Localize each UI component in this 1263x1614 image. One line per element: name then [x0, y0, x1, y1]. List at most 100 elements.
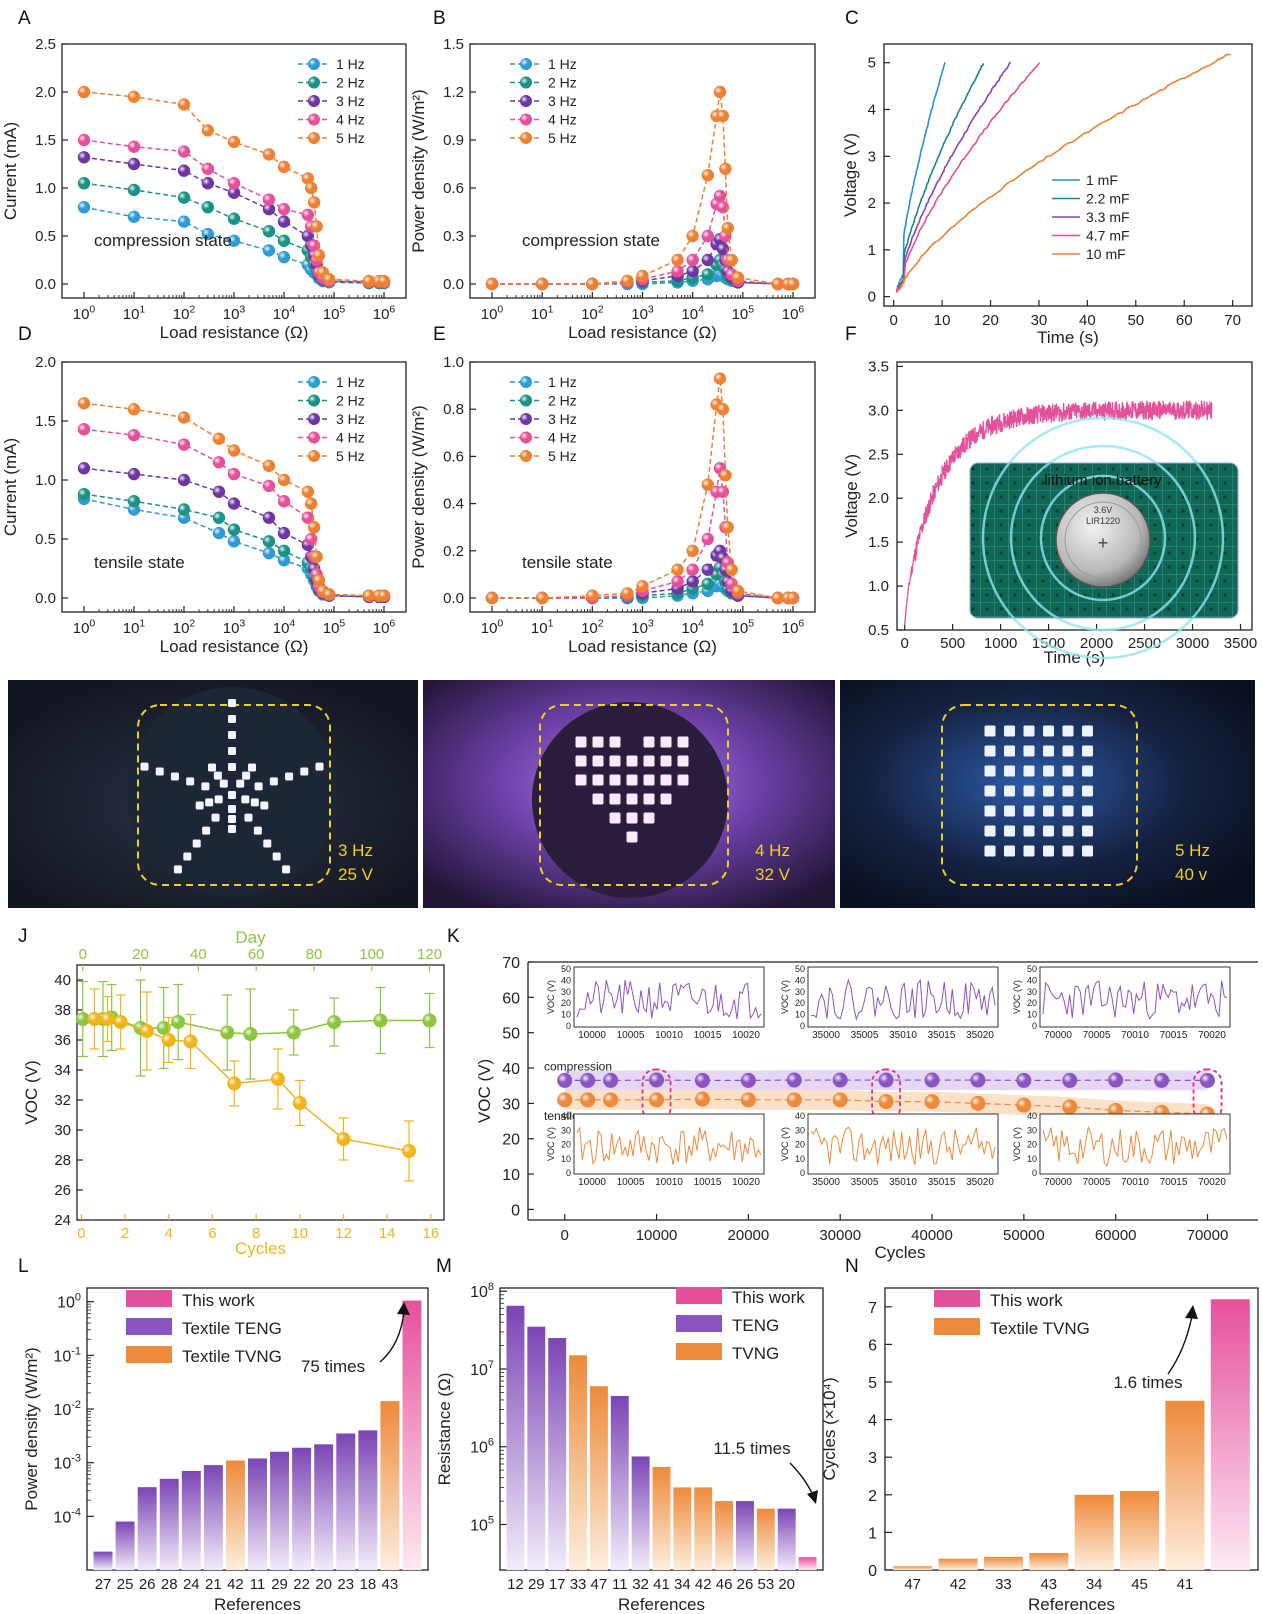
data-point-shine [139, 1024, 154, 1038]
data-point-shine [100, 1012, 115, 1026]
led-light [1043, 785, 1054, 797]
inset-y-tick-label: 30 [795, 987, 805, 997]
data-point-shine [301, 172, 315, 185]
inset-y-tick-label: 0 [1032, 1168, 1037, 1178]
data-point-shine [557, 1092, 573, 1108]
x-tick-label: 0 [77, 1225, 85, 1242]
plus-sign-icon: + [1098, 533, 1109, 553]
x-tick-label: 50000 [1003, 1227, 1045, 1244]
data-point-shine [1199, 1072, 1215, 1088]
led-light [228, 715, 236, 723]
led-light [626, 812, 638, 824]
inset-y-tick-label: 0 [566, 1168, 571, 1178]
inset-x-tick-label: 35020 [966, 1177, 994, 1188]
x-tick-label: 12 [335, 1225, 352, 1242]
inset-x-tick-label: 70000 [1044, 1177, 1072, 1188]
data-point-shine [686, 229, 699, 243]
data-point-shine [485, 591, 499, 605]
chart-panel-M: 108 107 106 105 12 29 17 33 47 11 32 41 34 42 46 26 53 20… [435, 1281, 824, 1614]
data-point-shine [127, 467, 141, 481]
y-tick-label: 32 [54, 1092, 71, 1109]
legend-swatch [934, 1318, 980, 1335]
inset-x-tick-label: 70020 [1198, 1030, 1226, 1041]
legend-label: 10 mF [1086, 246, 1126, 262]
panel-letter: K [447, 926, 460, 947]
data-point-shine [649, 1072, 665, 1088]
led-light [1062, 785, 1074, 797]
data-point-shine [636, 580, 649, 593]
panel-letter: D [18, 324, 32, 345]
x-tick-label: 103 [223, 303, 246, 323]
inset-y-tick-label: 50 [795, 964, 805, 974]
data-point-shine [402, 1144, 417, 1158]
inset-y-tick-label: 10 [561, 1010, 571, 1020]
led-light [1043, 825, 1054, 837]
bar [756, 1508, 775, 1570]
x-tick-label: 106 [373, 303, 396, 323]
data-point-shine [308, 113, 320, 126]
led-light [984, 825, 996, 837]
data-point-shine [878, 1072, 894, 1088]
bar [589, 1386, 608, 1570]
data-point-shine [1062, 1072, 1078, 1088]
series-line [896, 53, 1231, 293]
bar [93, 1551, 113, 1570]
led-light [260, 801, 269, 810]
inset-y-tick-label: 0 [800, 1021, 805, 1031]
data-point-shine [520, 113, 532, 126]
voltage-label: 25 V [338, 865, 374, 884]
data-point-shine [227, 497, 241, 510]
inset-y-tick-label: 50 [561, 964, 571, 974]
bar [248, 1458, 267, 1570]
data-point-shine [336, 1132, 351, 1146]
y-tick-label: 105 [470, 1515, 494, 1535]
series-line [895, 62, 946, 293]
y-tick-label: 30 [502, 1096, 520, 1113]
bar [694, 1487, 713, 1570]
led-light [1023, 825, 1035, 837]
led-light [643, 793, 655, 805]
x-tick-label: 29 [271, 1576, 288, 1593]
data-point-shine [262, 244, 276, 257]
inset-x-tick-label: 70000 [1044, 1030, 1072, 1041]
data-point-shine [227, 135, 241, 149]
inset-label: lithium ion battery [1044, 472, 1162, 489]
led-light [592, 736, 604, 748]
data-point-shine [786, 1092, 802, 1108]
panel-letter: J [18, 926, 28, 947]
inset-frame [573, 1113, 765, 1175]
y-tick-label: 38 [54, 1002, 71, 1019]
data-point-shine [694, 1072, 710, 1088]
bar [777, 1508, 796, 1570]
data-point-shine [177, 438, 191, 451]
data-point-shine [262, 511, 276, 524]
x-tick-label: 4 [165, 1225, 173, 1242]
data-point-shine [301, 511, 315, 524]
panel-letter: B [433, 8, 446, 29]
inset-x-tick-label: 70015 [1160, 1177, 1188, 1188]
data-point-shine [520, 95, 532, 107]
data-point-shine [177, 411, 191, 424]
led-light [244, 813, 253, 822]
x-tick-label: 100 [481, 617, 504, 637]
data-point-shine [719, 162, 732, 175]
data-point-shine [277, 554, 291, 567]
chart-panel-F: 0 500 1000 1500 2000 2500 3000 35000.51.01.52.0… [842, 358, 1257, 667]
led-light [643, 812, 655, 824]
led-light [626, 793, 638, 805]
y-tick-label: 1.5 [35, 413, 56, 430]
data-point-shine [77, 487, 91, 501]
battery-model-text: LIR1220 [1086, 516, 1120, 526]
data-point-shine [77, 177, 91, 190]
led-light [1004, 725, 1015, 737]
led-light [228, 791, 236, 799]
x-tick-label: 45 [1131, 1576, 1148, 1593]
data-point-shine [786, 1072, 802, 1088]
led-light [1082, 825, 1093, 837]
led-light [643, 755, 655, 767]
data-point-shine [725, 253, 738, 267]
series-line [492, 91, 793, 285]
led-light [1062, 805, 1074, 817]
